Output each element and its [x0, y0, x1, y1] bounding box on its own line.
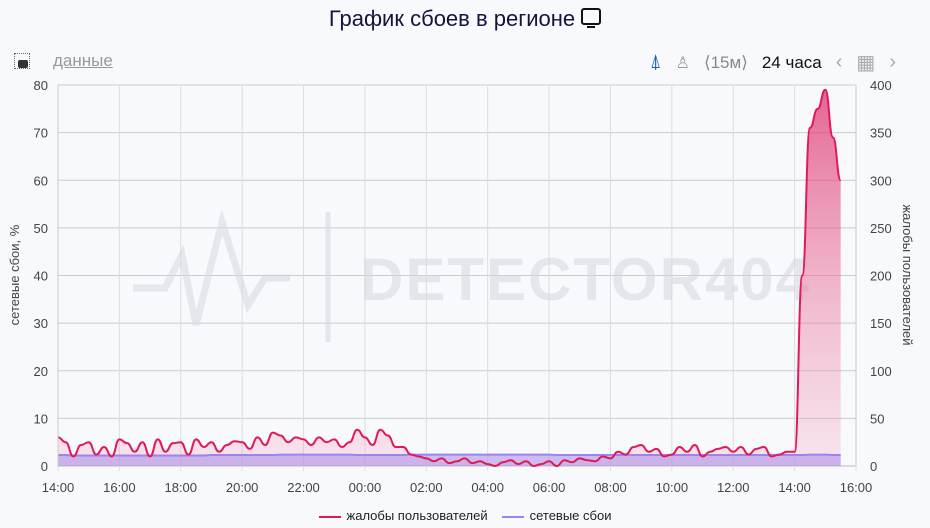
y-left-tick-label: 10 [34, 411, 48, 426]
network-area [58, 454, 841, 466]
y-left-tick-label: 70 [34, 126, 48, 141]
y-right-tick-label: 300 [870, 173, 892, 188]
data-link[interactable]: данные [53, 51, 113, 70]
x-tick-label: 16:00 [840, 480, 873, 495]
complaints-line [57, 88, 842, 468]
x-tick-label: 12:00 [717, 480, 750, 495]
y-right-tick-label: 400 [870, 78, 892, 93]
chevron-left-icon[interactable]: ‹ [835, 51, 843, 73]
title-text: График сбоев в регионе [328, 6, 576, 31]
x-tick-label: 14:00 [778, 480, 811, 495]
y-right-tick-label: 150 [870, 316, 892, 331]
svg-text:DETECTOR404: DETECTOR404 [360, 246, 811, 313]
y-left-tick-label: 30 [34, 316, 48, 331]
y-left-tick-label: 40 [34, 269, 48, 284]
x-tick-label: 02:00 [410, 480, 443, 495]
y-left-tick-label: 60 [34, 173, 48, 188]
granularity-selector[interactable]: ⟨15м⟩ [703, 52, 748, 72]
y-right-tick-label: 350 [870, 126, 892, 141]
chart-type-icon[interactable]: ⍋ [649, 51, 662, 73]
camera-icon[interactable] [14, 53, 30, 69]
x-tick-label: 04:00 [471, 480, 504, 495]
x-tick-label: 20:00 [226, 480, 259, 495]
watermark-logo: DETECTOR404 [133, 209, 811, 342]
y-axis-right-label: жалобы пользователей [900, 204, 915, 345]
monitor-icon[interactable] [581, 8, 602, 28]
user-icon[interactable]: ♙ [675, 54, 690, 72]
x-tick-label: 00:00 [349, 480, 382, 495]
x-tick-label: 18:00 [164, 480, 197, 495]
network-line [58, 453, 841, 457]
y-left-tick-label: 80 [34, 78, 48, 93]
complaints-area [58, 89, 841, 466]
chevron-right-icon[interactable]: › [889, 51, 896, 73]
y-left-tick-label: 0 [41, 459, 48, 474]
x-tick-label: 08:00 [594, 480, 627, 495]
range-selector[interactable]: 24 часа [761, 52, 822, 72]
calendar-icon[interactable]: ▦ [856, 52, 876, 74]
y-right-tick-label: 100 [870, 364, 892, 379]
x-tick-label: 22:00 [287, 480, 320, 495]
x-tick-label: 10:00 [656, 480, 689, 495]
legend: жалобы пользователей сетевые сбои [0, 508, 930, 523]
y-axis-left-label: сетевые сбои, % [7, 224, 22, 325]
legend-item-complaints[interactable]: жалобы пользователей [318, 508, 488, 523]
y-left-tick-label: 50 [34, 221, 48, 236]
y-left-tick-label: 20 [34, 364, 48, 379]
toolbar: данные ⍋ ♙ ⟨15м⟩ 24 часа ‹ ▦ › [0, 50, 930, 74]
y-right-tick-label: 0 [870, 459, 877, 474]
y-right-tick-label: 50 [870, 411, 884, 426]
x-tick-label: 06:00 [533, 480, 566, 495]
y-right-tick-label: 200 [870, 269, 892, 284]
x-tick-label: 16:00 [103, 480, 136, 495]
chart-title: График сбоев в регионе [0, 6, 930, 32]
y-right-tick-label: 250 [870, 221, 892, 236]
legend-item-network[interactable]: сетевые сбои [501, 508, 611, 523]
x-tick-label: 14:00 [42, 480, 75, 495]
